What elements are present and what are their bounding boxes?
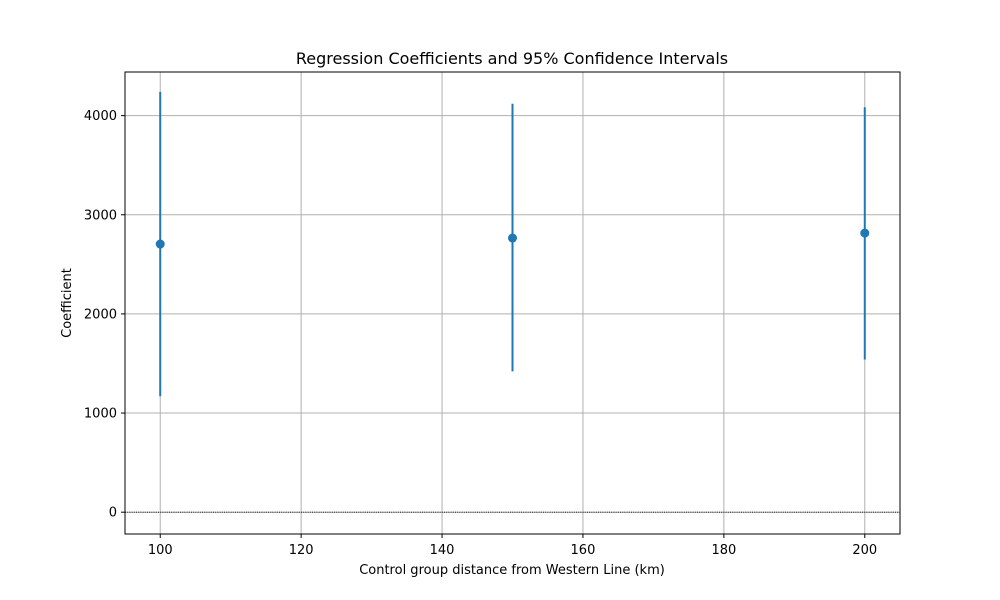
data-marks	[155, 91, 870, 397]
x-tick-label: 180	[711, 543, 736, 558]
x-axis-label: Control group distance from Western Line…	[359, 563, 665, 578]
x-tick-label: 200	[852, 543, 877, 558]
y-tick-label: 3000	[84, 208, 117, 223]
x-tick-label: 160	[571, 543, 596, 558]
y-tick-label: 0	[109, 506, 117, 521]
plot-frame	[124, 71, 901, 535]
coefficient-point	[155, 239, 165, 249]
x-tick-label: 120	[289, 543, 314, 558]
coefficient-point	[860, 228, 870, 238]
x-tick-label: 100	[148, 543, 173, 558]
x-axis-ticks: 100 120 140 160 180 200	[148, 534, 877, 558]
y-tick-label: 2000	[84, 307, 117, 322]
y-tick-label: 4000	[84, 109, 117, 124]
chart-title: Regression Coefficients and 95% Confiden…	[296, 49, 728, 68]
x-tick-label: 140	[430, 543, 455, 558]
y-tick-label: 1000	[84, 407, 117, 422]
y-axis-ticks: 0 1000 2000 3000 4000	[84, 109, 125, 521]
coefficient-point	[508, 233, 517, 243]
y-axis-label: Coefficient	[60, 268, 75, 338]
